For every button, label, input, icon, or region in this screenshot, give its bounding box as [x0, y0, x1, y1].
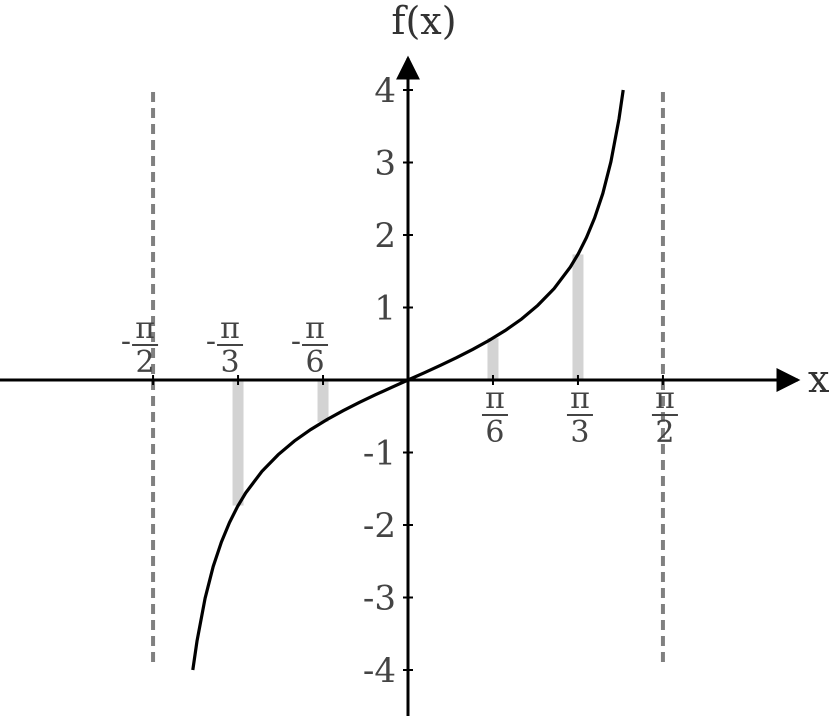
value-bar — [572, 254, 584, 380]
x-axis-label: x — [808, 357, 829, 401]
x-tick-numerator: π — [305, 311, 325, 346]
x-tick-numerator: π — [655, 381, 675, 416]
x-tick-numerator: π — [220, 311, 240, 346]
x-tick-denominator: 2 — [655, 415, 674, 450]
x-tick-numerator: π — [485, 381, 505, 416]
x-tick-denominator: 2 — [136, 345, 155, 380]
x-tick-sign: - — [291, 324, 301, 359]
y-axis-label: f(x) — [391, 0, 456, 43]
highlight-bars — [232, 254, 584, 506]
x-tick-label: - π2 — [121, 311, 159, 380]
y-tick-label: -4 — [363, 651, 396, 691]
x-tick-label: π6 — [481, 381, 508, 450]
y-tick-label: -1 — [363, 434, 396, 474]
y-tick-label: 2 — [374, 216, 396, 256]
y-tick-label: -3 — [363, 579, 396, 619]
value-bar — [487, 338, 499, 380]
y-tick-group: -4 -3 -2 -1 1 2 3 4 — [363, 71, 413, 691]
y-tick-label: 3 — [374, 144, 396, 184]
x-tick-denominator: 3 — [570, 415, 589, 450]
x-tick-label: π2 — [651, 381, 678, 450]
y-tick-label: -2 — [363, 506, 396, 546]
x-tick-denominator: 3 — [220, 345, 239, 380]
value-bar — [232, 380, 244, 506]
x-tick-numerator: π — [570, 381, 590, 416]
y-tick-label: 4 — [374, 71, 396, 111]
y-tick-label: 1 — [374, 289, 396, 329]
x-tick-sign: - — [206, 324, 216, 359]
x-tick-numerator: π — [135, 311, 155, 346]
tan-curve — [191, 89, 625, 671]
value-bar — [317, 380, 329, 422]
x-tick-denominator: 6 — [305, 345, 324, 380]
x-tick-sign: - — [121, 324, 131, 359]
x-tick-denominator: 6 — [485, 415, 504, 450]
x-tick-label: - π6 — [291, 311, 329, 380]
x-tick-label: π3 — [566, 381, 593, 450]
x-tick-label: - π3 — [206, 311, 244, 380]
